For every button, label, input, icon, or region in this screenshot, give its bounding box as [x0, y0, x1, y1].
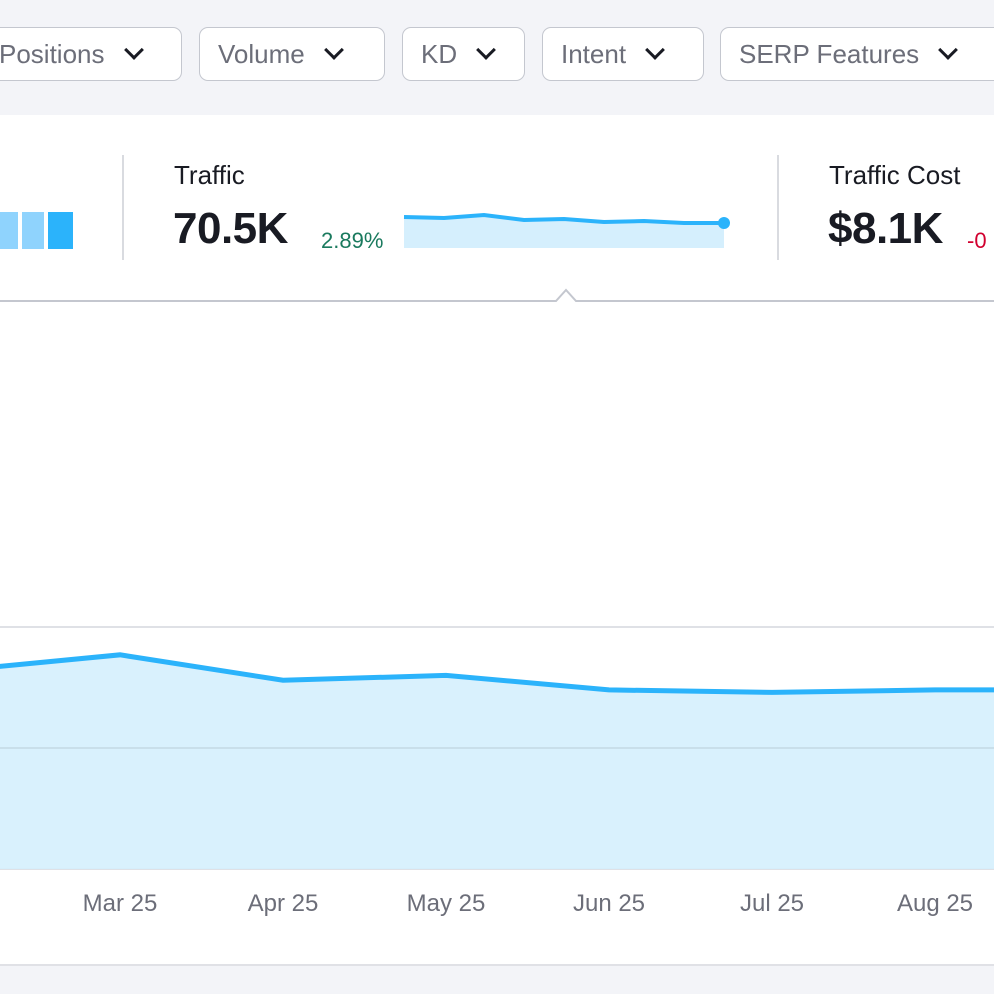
filter-label: Positions	[0, 38, 105, 69]
divider	[122, 155, 124, 260]
filter-volume[interactable]: Volume	[199, 27, 385, 81]
x-tick-label: Aug 25	[896, 890, 974, 917]
metric-label: Traffic Cost	[829, 160, 961, 190]
x-tick-label: Jun 25	[572, 890, 646, 917]
filter-label: SERP Features	[739, 38, 920, 69]
divider	[777, 155, 779, 260]
x-tick-label: Jul 25	[739, 890, 805, 917]
x-tick-label: Mar 25	[82, 890, 158, 917]
x-tick-label: May 25	[406, 890, 486, 917]
filter-label: KD	[421, 38, 458, 69]
sparkline-end-dot	[718, 217, 730, 229]
bar-segment	[0, 212, 18, 249]
filter-serp-features[interactable]: SERP Features	[720, 27, 994, 81]
filter-positions[interactable]: Positions	[0, 27, 182, 81]
sparkline-area	[404, 215, 724, 248]
traffic-area	[0, 654, 994, 869]
metric-value: 70.5K	[173, 204, 288, 253]
x-tick-label: 5	[0, 890, 1, 918]
filter-kd[interactable]: KD	[402, 27, 525, 81]
x-tick-label: Apr 25	[247, 890, 319, 917]
metric-value: $8.1K	[828, 204, 943, 253]
bar-segment	[22, 212, 44, 249]
traffic-sparkline	[403, 212, 730, 248]
section-divider-caret	[0, 288, 994, 302]
bar-segment	[48, 212, 73, 249]
metric-change: -0	[967, 228, 987, 253]
filter-label: Volume	[218, 38, 305, 69]
filter-intent[interactable]: Intent	[542, 27, 704, 81]
metric-change: 2.89%	[321, 228, 384, 253]
traffic-line	[0, 652, 994, 695]
filter-label: Intent	[561, 38, 627, 69]
metric-label: Traffic	[174, 160, 245, 190]
sparkline-line	[403, 212, 724, 225]
